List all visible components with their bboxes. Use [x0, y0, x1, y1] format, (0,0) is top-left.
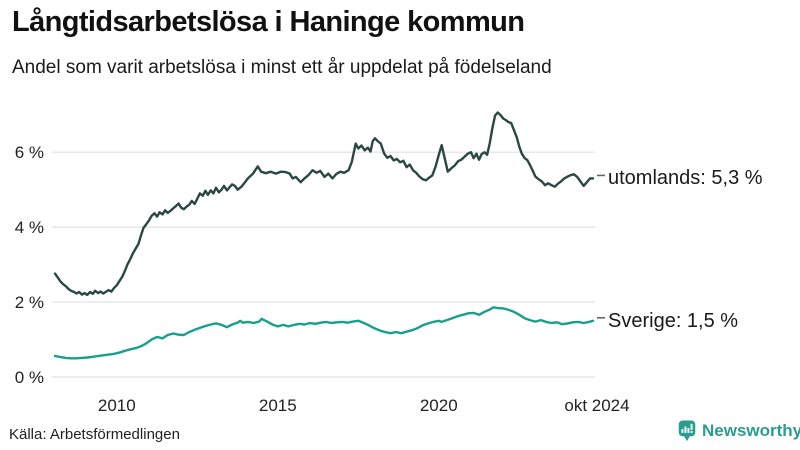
chart-title: Långtidsarbetslösa i Haninge kommun	[12, 6, 525, 38]
x-axis-tick-label: okt 2024	[564, 396, 630, 415]
source-note: Källa: Arbetsförmedlingen	[9, 426, 180, 443]
y-axis-tick-label: 6 %	[14, 143, 44, 163]
brand-logo: Newsworthy	[678, 419, 800, 443]
x-axis-tick-label: 2020	[419, 396, 458, 415]
series-line-Sverige	[53, 306, 595, 360]
series-label-sverige: Sverige: 1,5 %	[608, 309, 739, 332]
x-axis-tick-label: 2010	[97, 396, 136, 415]
y-axis-tick-label: 0 %	[14, 368, 44, 387]
y-axis-tick-label: 2 %	[14, 293, 44, 313]
brand-name: Newsworthy	[702, 421, 800, 440]
newsworthy-logo-icon	[678, 420, 696, 442]
series-label-utomlands: utomlands: 5,3 %	[608, 167, 763, 190]
chart-subtitle: Andel som varit arbetslösa i minst ett å…	[12, 57, 552, 78]
series-line-utomlands	[53, 111, 595, 297]
y-axis-tick-label: 4 %	[14, 218, 44, 238]
x-axis-tick-label: 2015	[258, 396, 297, 415]
